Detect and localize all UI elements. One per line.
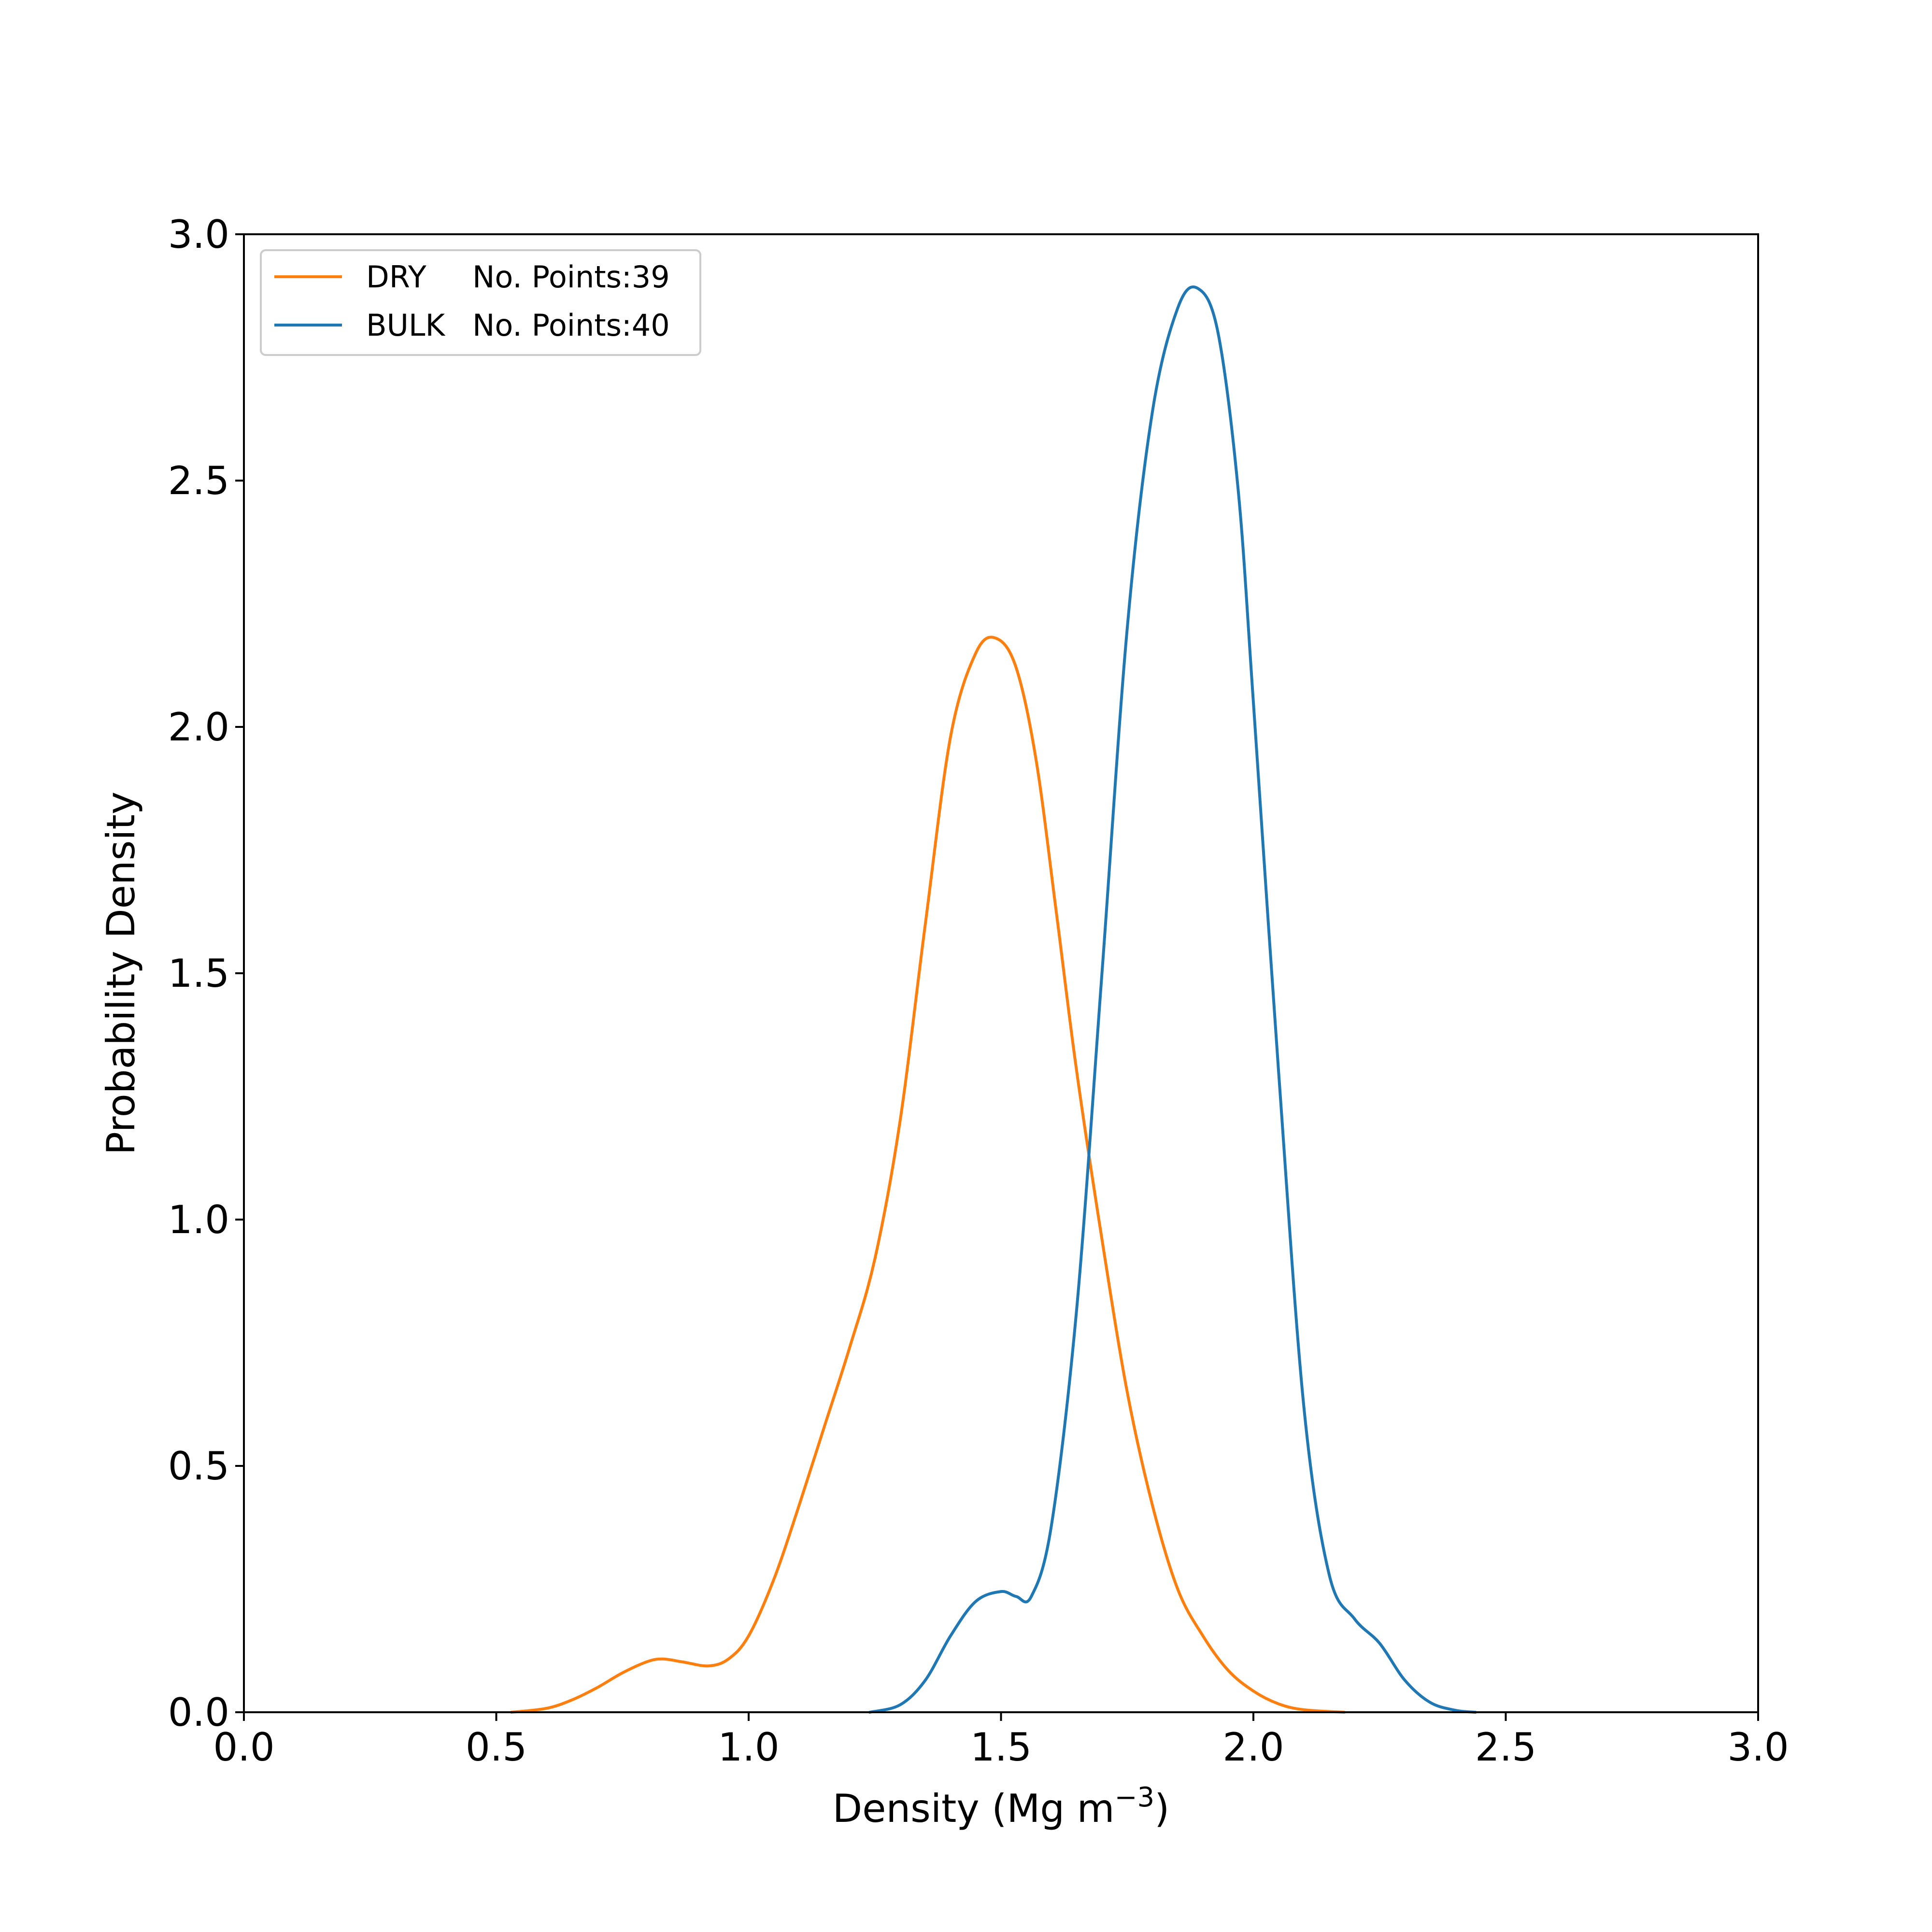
y-axis-title: Probability Density [99, 792, 143, 1155]
x-tick-label: 3.0 [1727, 1725, 1789, 1770]
series-line-dry [510, 636, 1346, 1714]
x-tick-label: 2.5 [1475, 1725, 1536, 1770]
legend-count-dry: No. Points:39 [472, 259, 670, 295]
x-tick-label: 1.5 [970, 1725, 1032, 1770]
y-tick-label: 0.0 [168, 1690, 229, 1735]
legend: DRY No. Points:39 BULK No. Points:40 [260, 249, 701, 356]
series-line-bulk [868, 285, 1477, 1714]
series-layer [510, 285, 1477, 1714]
x-axis-title-exponent: −3 [1115, 1782, 1155, 1813]
x-axis-title-close: ) [1154, 1786, 1169, 1831]
legend-count-bulk: No. Points:40 [472, 308, 670, 343]
legend-box [260, 249, 701, 356]
y-tick-label: 3.0 [168, 212, 229, 257]
x-axis-title: Density (Mg m−3) [833, 1782, 1170, 1831]
y-tick-label: 0.5 [168, 1444, 229, 1489]
y-axis-ticks: 0.0 0.5 1.0 1.5 2.0 2.5 3.0 [168, 212, 244, 1735]
x-tick-label: 1.0 [718, 1725, 779, 1770]
y-tick-label: 1.0 [168, 1197, 229, 1242]
y-tick-label: 1.5 [168, 951, 229, 996]
y-tick-label: 2.0 [168, 705, 229, 750]
x-axis-ticks: 0.0 0.5 1.0 1.5 2.0 2.5 3.0 [213, 1712, 1789, 1770]
legend-label-bulk: BULK [366, 308, 445, 343]
y-tick-label: 2.5 [168, 458, 229, 503]
x-tick-label: 0.0 [213, 1725, 274, 1770]
x-tick-label: 2.0 [1222, 1725, 1284, 1770]
legend-label-dry: DRY [366, 259, 426, 295]
x-tick-label: 0.5 [466, 1725, 527, 1770]
x-axis-title-main: Density (Mg m [833, 1786, 1115, 1831]
